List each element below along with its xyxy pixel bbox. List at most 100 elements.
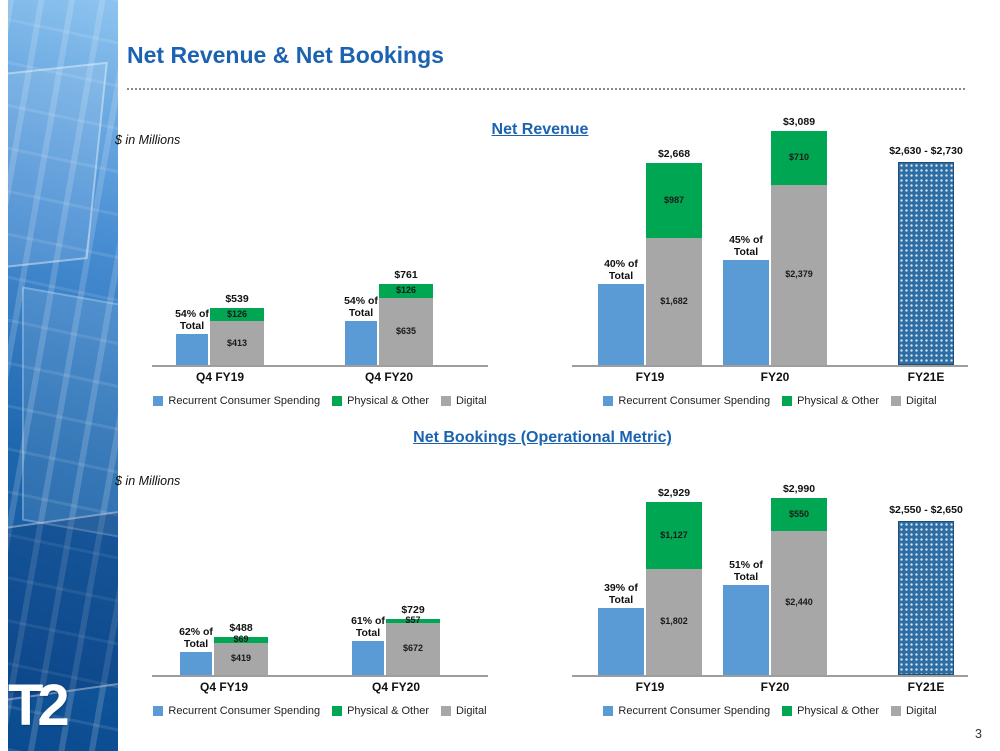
segment-label: $1,127 bbox=[660, 529, 688, 540]
plot-area: 62% of Total $69 $419 $488 61% of Total $57 $6… bbox=[140, 604, 500, 675]
physical-other-segment: $1,127 bbox=[646, 501, 702, 569]
digital-segment: $635 bbox=[379, 297, 433, 365]
legend-swatch-gray-icon bbox=[890, 706, 901, 716]
x-axis bbox=[572, 675, 968, 677]
pct-of-total-label: 45% of Total bbox=[729, 233, 763, 258]
t2-logo: T2 bbox=[8, 673, 70, 738]
recurrent-spending-bar bbox=[345, 321, 377, 365]
legend-swatch-green-icon bbox=[332, 396, 343, 406]
legend-swatch-green-icon bbox=[782, 706, 793, 716]
pct-of-total-label: 51% of Total bbox=[729, 558, 763, 583]
pct-of-total-label: 54% of Total bbox=[344, 295, 378, 320]
legend-swatch-gray-icon bbox=[440, 706, 451, 716]
legend-swatch-gray-icon bbox=[890, 396, 901, 406]
legend-label: Physical & Other bbox=[347, 705, 429, 717]
segment-label: $57 bbox=[405, 615, 421, 626]
total-label: $2,668 bbox=[657, 147, 691, 160]
glass-facade-shape bbox=[22, 286, 118, 548]
net-revenue-heading: Net Revenue bbox=[491, 121, 589, 138]
legend-item-digital: Digital bbox=[890, 395, 937, 407]
recurrent-spending-bar bbox=[352, 640, 384, 675]
legend-item-recurrent: Recurrent Consumer Spending bbox=[153, 395, 320, 407]
x-axis bbox=[152, 675, 488, 677]
total-label: $3,089 bbox=[782, 116, 816, 128]
category-label: FY19 bbox=[635, 680, 665, 694]
segment-label: $413 bbox=[226, 337, 248, 348]
physical-other-segment: $710 bbox=[771, 131, 827, 185]
estimate-bar bbox=[898, 162, 954, 365]
digital-segment: $419 bbox=[214, 642, 268, 675]
stacked-bar: $69 $419 bbox=[214, 635, 268, 675]
segment-label: $550 bbox=[788, 509, 810, 520]
pct-of-total-label: 54% of Total bbox=[175, 308, 209, 333]
segment-label: $126 bbox=[226, 308, 248, 319]
legend-item-digital: Digital bbox=[890, 705, 937, 717]
net-bookings-heading: Net Bookings (Operational Metric) bbox=[413, 429, 672, 446]
category-label: FY21E bbox=[907, 370, 945, 384]
legend-item-digital: Digital bbox=[440, 395, 487, 407]
pct-of-total-label: 40% of Total bbox=[604, 258, 638, 283]
legend-label: Digital bbox=[905, 705, 937, 717]
category-label: Q4 FY19 bbox=[199, 680, 249, 694]
legend-item-physical: Physical & Other bbox=[332, 705, 429, 717]
category-label: Q4 FY19 bbox=[195, 370, 245, 384]
total-label: $2,990 bbox=[782, 483, 816, 496]
plot-area: 40% of Total $987 $1,682 $2,668 45% of Total… bbox=[560, 115, 980, 365]
segment-label: $1,802 bbox=[660, 616, 688, 627]
stacked-bar: $710 $2,379 bbox=[771, 131, 827, 365]
stacked-bar: $126 $413 bbox=[210, 307, 264, 365]
recurrent-spending-bar bbox=[180, 651, 212, 675]
x-axis bbox=[152, 365, 488, 367]
physical-other-segment: $57 bbox=[386, 615, 440, 626]
estimate-range-label: $2,550 - $2,650 bbox=[889, 504, 963, 517]
net-revenue-quarterly-chart: 54% of Total $126 $413 $539 54% of Total $126… bbox=[140, 269, 500, 407]
physical-other-segment: $550 bbox=[771, 498, 827, 531]
physical-other-segment: $69 bbox=[214, 635, 268, 644]
physical-other-segment: $126 bbox=[210, 307, 264, 322]
total-label: $2,929 bbox=[657, 486, 691, 499]
segment-label: $987 bbox=[663, 194, 685, 205]
legend-item-physical: Physical & Other bbox=[782, 705, 879, 717]
pct-of-total-label: 39% of Total bbox=[604, 581, 638, 606]
legend-item-digital: Digital bbox=[440, 705, 487, 717]
legend-label: Recurrent Consumer Spending bbox=[168, 705, 321, 717]
legend-swatch-blue-icon bbox=[153, 706, 164, 716]
stacked-bar: $550 $2,440 bbox=[771, 498, 827, 675]
legend: Recurrent Consumer Spending Physical & O… bbox=[140, 705, 500, 717]
plot-area: 39% of Total $1,127 $1,802 $2,929 51% of Tot… bbox=[560, 480, 980, 675]
recurrent-spending-bar bbox=[723, 584, 769, 675]
category-label: FY20 bbox=[760, 370, 790, 384]
legend-item-recurrent: Recurrent Consumer Spending bbox=[603, 395, 770, 407]
legend-swatch-green-icon bbox=[782, 396, 793, 406]
units-label-bottom: $ in Millions bbox=[115, 474, 181, 488]
category-row: FY19 FY20 FY21E bbox=[560, 680, 980, 696]
digital-segment: $1,682 bbox=[646, 237, 702, 365]
net-bookings-quarterly-chart: 62% of Total $69 $419 $488 61% of Total $57 $6… bbox=[140, 604, 500, 717]
digital-segment: $2,440 bbox=[771, 530, 827, 675]
recurrent-spending-bar bbox=[723, 259, 769, 365]
plot-area: 54% of Total $126 $413 $539 54% of Total $126… bbox=[140, 269, 500, 365]
category-label: Q4 FY20 bbox=[364, 370, 414, 384]
estimate-bar bbox=[898, 521, 954, 675]
estimate-range-label: $2,630 - $2,730 bbox=[889, 145, 963, 157]
legend-swatch-blue-icon bbox=[603, 706, 614, 716]
legend: Recurrent Consumer Spending Physical & O… bbox=[560, 395, 980, 407]
digital-segment: $2,379 bbox=[771, 184, 827, 365]
total-label: $488 bbox=[229, 622, 253, 635]
total-label: $539 bbox=[225, 292, 249, 305]
category-label: FY21E bbox=[907, 680, 945, 694]
dotted-divider bbox=[127, 88, 965, 90]
legend-label: Digital bbox=[455, 395, 487, 407]
building-photo: T2 bbox=[8, 0, 118, 751]
category-row: Q4 FY19 Q4 FY20 bbox=[140, 370, 500, 386]
legend-label: Recurrent Consumer Spending bbox=[618, 395, 771, 407]
digital-segment: $413 bbox=[210, 321, 264, 365]
segment-label: $2,440 bbox=[785, 597, 813, 608]
legend-swatch-blue-icon bbox=[153, 396, 164, 406]
legend-swatch-green-icon bbox=[332, 706, 343, 716]
legend: Recurrent Consumer Spending Physical & O… bbox=[140, 395, 500, 407]
units-label-top: $ in Millions bbox=[115, 133, 181, 147]
segment-label: $672 bbox=[402, 643, 424, 654]
segment-label: $2,379 bbox=[785, 269, 813, 280]
